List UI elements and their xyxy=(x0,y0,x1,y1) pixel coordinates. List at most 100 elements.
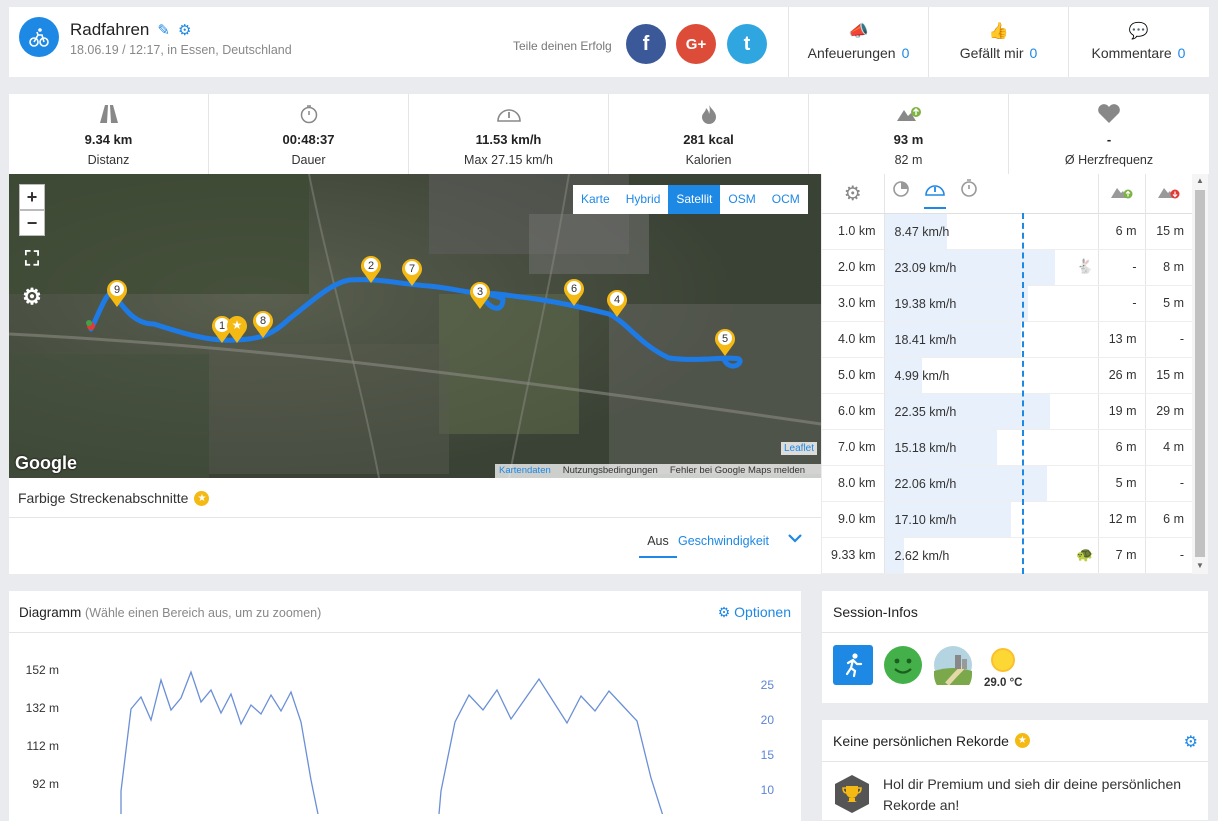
right-axis-tick: 20 xyxy=(761,713,775,727)
fullscreen-button[interactable]: ⛶ xyxy=(19,246,45,272)
terms-link[interactable]: Nutzungsbedingungen xyxy=(562,465,658,476)
split-descent: 4 m xyxy=(1145,429,1192,466)
pace-tab-icon[interactable] xyxy=(891,178,911,201)
temperature: 29.0 °C xyxy=(984,677,1023,689)
scroll-down-icon[interactable]: ▼ xyxy=(1196,561,1204,570)
twitter-share-button[interactable]: t xyxy=(727,24,767,64)
split-distance: 7.0 km xyxy=(822,429,885,466)
map-settings-button[interactable]: ⚙ xyxy=(19,284,45,310)
route-marker-3[interactable]: 3 xyxy=(468,280,492,315)
zoom-out-button[interactable]: − xyxy=(19,210,45,236)
split-row: 9.33 km 2.62 km/h 🐢 7 m- xyxy=(822,537,1192,574)
stat-duration: 00:48:37 Dauer xyxy=(209,94,409,174)
route-marker-4[interactable]: 4 xyxy=(605,288,629,323)
segments-title: Farbige Streckenabschnitte xyxy=(18,490,189,506)
split-distance: 4.0 km xyxy=(822,321,885,358)
splits-table-panel: ⚙ 1.0 km 8.47 km/h 6 m 15 m 2.0 km 23.09 km/h… xyxy=(822,174,1208,574)
split-speed: 8.47 km/h xyxy=(884,213,1099,250)
cheer-button[interactable]: 📣 Anfeuerungen 0 xyxy=(788,7,928,77)
split-ascent: 5 m xyxy=(1098,465,1146,502)
comments-button[interactable]: 💬 Kommentare 0 xyxy=(1068,7,1208,77)
tab-off[interactable]: Aus xyxy=(639,534,677,558)
map-data-link[interactable]: Kartendaten xyxy=(499,465,551,476)
split-speed-bar xyxy=(884,249,1055,285)
personal-records-panel: Keine persönlichen Rekorde ★ ⚙ Hol dir P… xyxy=(822,720,1208,820)
svg-text:1: 1 xyxy=(219,320,225,332)
turtle-icon: 🐢 xyxy=(1076,545,1094,562)
split-distance: 1.0 km xyxy=(822,213,885,250)
split-ascent: 19 m xyxy=(1098,393,1146,430)
split-row: 4.0 km 18.41 km/h 13 m- xyxy=(822,321,1192,358)
facebook-share-button[interactable]: f xyxy=(626,24,666,64)
ascent-header-icon xyxy=(1098,174,1146,214)
options-button[interactable]: ⚙ Optionen xyxy=(717,604,791,620)
edit-icon[interactable]: ✎ xyxy=(157,22,170,39)
trophy-icon xyxy=(834,774,870,819)
split-ascent: 7 m xyxy=(1098,537,1146,574)
chevron-down-icon[interactable] xyxy=(787,530,803,551)
speedometer-icon xyxy=(409,104,608,126)
surface-trail-icon xyxy=(933,645,973,694)
splits-settings-button[interactable]: ⚙ xyxy=(822,174,885,214)
fullscreen-icon: ⛶ xyxy=(25,247,39,270)
layer-satellit[interactable]: Satellit xyxy=(668,185,721,214)
layer-karte[interactable]: Karte xyxy=(581,192,610,206)
speed-tab-icon[interactable] xyxy=(923,180,946,209)
split-speed: 2.62 km/h 🐢 xyxy=(884,537,1099,574)
layer-ocm[interactable]: OCM xyxy=(771,192,800,206)
split-distance: 6.0 km xyxy=(822,393,885,430)
like-button[interactable]: 👍 Gefällt mir 0 xyxy=(928,7,1068,77)
route-marker-9[interactable]: 9 xyxy=(105,278,129,313)
split-descent: 15 m xyxy=(1145,213,1192,250)
stat-heart-rate: - Ø Herzfrequenz xyxy=(1009,94,1209,174)
speed-series-line-2 xyxy=(438,677,664,814)
flame-icon xyxy=(609,104,808,126)
split-distance: 9.33 km xyxy=(822,537,885,574)
google-plus-share-button[interactable]: G+ xyxy=(676,24,716,64)
sun-icon xyxy=(985,645,1021,675)
report-error-link[interactable]: Fehler bei Google Maps melden xyxy=(669,465,806,476)
split-distance: 9.0 km xyxy=(822,501,885,538)
splits-body: 1.0 km 8.47 km/h 6 m 15 m 2.0 km 23.09 km/h 🐇 -… xyxy=(822,213,1192,574)
split-speed: 22.06 km/h xyxy=(884,465,1099,502)
split-descent: - xyxy=(1145,321,1192,358)
map-layer-switcher: Karte Hybrid Satellit OSM OCM xyxy=(573,185,808,214)
route-map[interactable]: 9 1 ★ 8 2 7 3 6 4 5 + − ⛶ ⚙ Karte Hybrid… xyxy=(9,174,821,478)
splits-scrollbar[interactable]: ▲ ▼ xyxy=(1192,174,1208,574)
route-marker-2[interactable]: 2 xyxy=(359,254,383,289)
split-speed-bar xyxy=(884,357,922,393)
route-marker-8[interactable]: 8 xyxy=(251,309,275,344)
split-row: 2.0 km 23.09 km/h 🐇 -8 m xyxy=(822,249,1192,286)
time-tab-icon[interactable] xyxy=(959,178,979,201)
layer-osm[interactable]: OSM xyxy=(728,192,756,206)
leaflet-link[interactable]: Leaflet xyxy=(781,442,818,455)
scroll-up-icon[interactable]: ▲ xyxy=(1196,176,1204,185)
route-marker-1[interactable]: 1 xyxy=(210,314,234,349)
route-marker-6[interactable]: 6 xyxy=(562,277,586,312)
stat-distance: 9.34 km Distanz xyxy=(9,94,209,174)
zoom-in-button[interactable]: + xyxy=(19,184,45,210)
layer-hybrid[interactable]: Hybrid xyxy=(625,192,661,206)
split-distance: 2.0 km xyxy=(822,249,885,286)
svg-text:9: 9 xyxy=(114,284,120,296)
rabbit-icon: 🐇 xyxy=(1076,257,1094,274)
route-marker-5[interactable]: 5 xyxy=(713,327,737,362)
gear-icon[interactable]: ⚙ xyxy=(177,22,192,39)
megaphone-icon: 📣 xyxy=(848,23,869,40)
elevation-speed-chart[interactable]: 152 m 132 m 112 m 92 m 25 20 15 10 xyxy=(9,634,801,814)
right-axis-tick: 10 xyxy=(761,783,775,797)
split-row: 1.0 km 8.47 km/h 6 m 15 m xyxy=(822,213,1192,250)
split-speed: 23.09 km/h 🐇 xyxy=(884,249,1099,286)
descent-header-icon xyxy=(1145,174,1192,214)
thumbs-up-icon: 👍 xyxy=(988,23,1009,40)
splits-table: ⚙ 1.0 km 8.47 km/h 6 m 15 m 2.0 km 23.09 km/h… xyxy=(822,174,1192,574)
svg-text:7: 7 xyxy=(409,263,415,275)
left-axis-tick: 112 m xyxy=(27,739,59,753)
records-settings-button[interactable]: ⚙ xyxy=(1184,732,1198,752)
tab-speed[interactable]: Geschwindigkeit xyxy=(678,534,770,548)
route-marker-star[interactable]: ★ xyxy=(225,314,249,349)
route-marker-7[interactable]: 7 xyxy=(400,257,424,292)
satellite-background xyxy=(9,174,821,478)
split-speed: 19.38 km/h xyxy=(884,285,1099,322)
